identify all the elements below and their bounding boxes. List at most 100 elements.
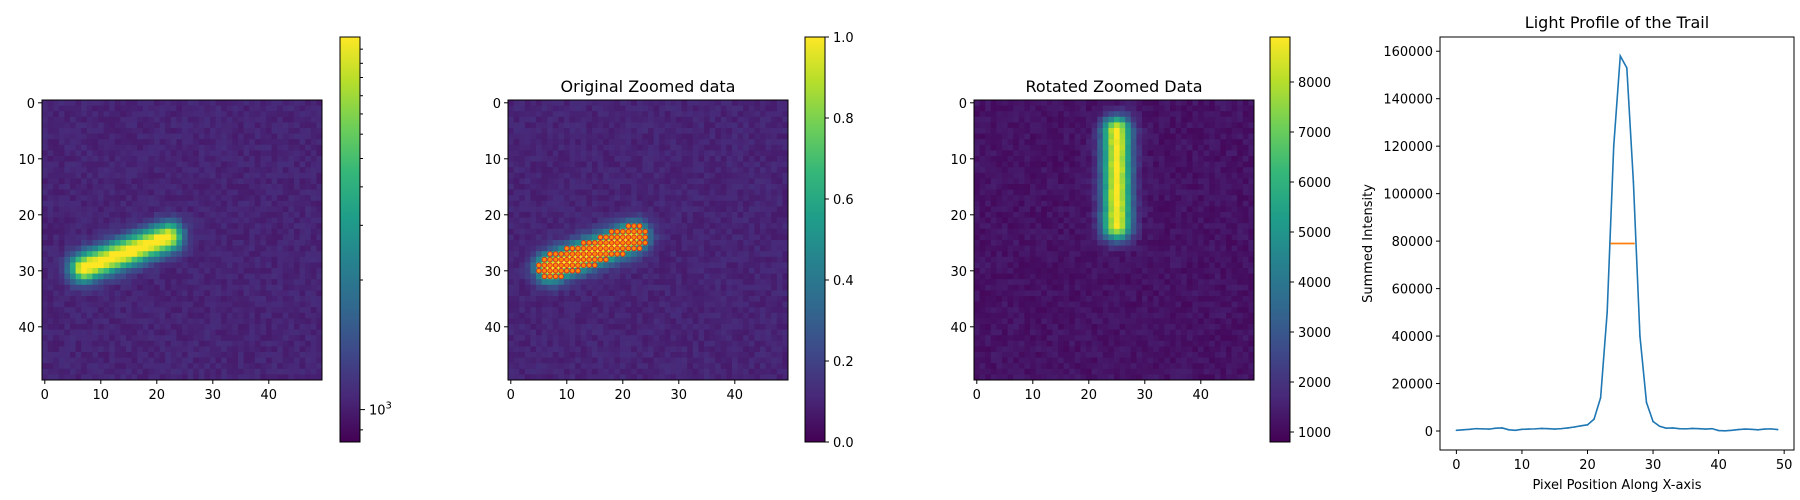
heatmap-cell <box>187 184 194 190</box>
heatmap-cell <box>541 144 548 151</box>
heatmap-cell <box>631 156 638 162</box>
heatmap-cell <box>659 296 666 302</box>
heatmap-cell <box>569 206 576 213</box>
heatmap-cell <box>625 172 632 179</box>
heatmap-cell <box>513 228 520 235</box>
heatmap-cell <box>530 318 537 325</box>
heatmap-cell <box>299 296 306 302</box>
heatmap-cell <box>148 307 155 314</box>
heatmap-cell <box>625 184 632 190</box>
heatmap-cell <box>266 217 272 224</box>
heatmap-cell <box>114 374 121 381</box>
heatmap-cell <box>653 307 660 314</box>
heatmap-cell <box>519 324 526 330</box>
heatmap-cell <box>198 184 205 190</box>
heatmap-cell <box>86 284 93 291</box>
heatmap-cell <box>765 116 772 123</box>
heatmap-cell <box>294 357 300 364</box>
heatmap-cell <box>676 223 682 230</box>
heatmap-cell <box>603 318 610 325</box>
heatmap-cell <box>148 245 155 252</box>
heatmap-cell <box>198 368 205 375</box>
heatmap-cell <box>148 111 155 118</box>
heatmap-cell <box>126 161 132 168</box>
heatmap-cell <box>243 116 250 123</box>
heatmap-cell <box>126 340 132 347</box>
heatmap-cell <box>86 111 93 118</box>
heatmap-cell <box>221 206 228 213</box>
heatmap-cell <box>170 133 177 140</box>
heatmap-cell <box>760 312 766 319</box>
heatmap-cell <box>114 144 121 151</box>
heatmap-cell <box>530 223 537 230</box>
heatmap-cell <box>165 374 172 381</box>
heatmap-cell <box>771 296 778 302</box>
heatmap-cell <box>631 290 638 297</box>
heatmap-cell <box>614 184 621 190</box>
heatmap-cell <box>114 307 121 314</box>
heatmap-cell <box>299 150 306 157</box>
heatmap-cell <box>592 128 598 134</box>
heatmap-cell <box>271 329 278 336</box>
heatmap-cell <box>215 273 222 280</box>
heatmap-cell <box>75 245 82 252</box>
heatmap-cell <box>653 329 660 336</box>
heatmap-cell <box>193 217 200 224</box>
heatmap-cell <box>58 189 65 196</box>
heatmap-cell <box>524 128 531 134</box>
heatmap-cell <box>92 234 99 241</box>
heatmap-cell <box>681 352 688 358</box>
heatmap-cell <box>743 307 750 314</box>
heatmap-cell <box>748 268 755 274</box>
heatmap-cell <box>282 172 289 179</box>
heatmap-cell <box>513 195 520 202</box>
heatmap-cell <box>176 144 183 151</box>
heatmap-cell <box>238 128 244 134</box>
heatmap-cell <box>170 251 177 258</box>
heatmap-cell <box>53 340 60 347</box>
heatmap-cell <box>126 268 132 274</box>
heatmap-cell <box>765 290 772 297</box>
heatmap-cell <box>676 240 682 246</box>
heatmap-cell <box>210 273 216 280</box>
heatmap-cell <box>260 312 267 319</box>
heatmap-cell <box>75 340 82 347</box>
heatmap-cell <box>586 357 593 364</box>
heatmap-cell <box>120 368 127 375</box>
heatmap-cell <box>547 223 554 230</box>
heatmap-cell <box>715 262 722 269</box>
heatmap-cell <box>782 122 789 129</box>
heatmap-cell <box>98 234 104 241</box>
heatmap-cell <box>131 312 138 319</box>
heatmap-cell <box>64 296 71 302</box>
heatmap-cell <box>98 245 104 252</box>
heatmap-cell <box>198 100 205 106</box>
heatmap-cell <box>720 312 727 319</box>
heatmap-cell <box>142 189 149 196</box>
heatmap-cell <box>159 256 166 263</box>
heatmap-cell <box>58 329 65 336</box>
heatmap-cell <box>294 100 300 106</box>
heatmap-cell <box>715 357 722 364</box>
heatmap-cell <box>47 122 54 129</box>
heatmap-cell <box>114 122 121 129</box>
heatmap-cell <box>226 340 233 347</box>
heatmap-cell <box>704 223 710 230</box>
heatmap-cell <box>648 139 654 146</box>
heatmap-cell <box>726 128 733 134</box>
heatmap-cell <box>204 172 211 179</box>
heatmap-cell <box>754 228 761 235</box>
heatmap-cell <box>659 279 666 286</box>
heatmap-cell <box>765 189 772 196</box>
heatmap-cell <box>75 178 82 185</box>
heatmap-cell <box>614 335 621 342</box>
heatmap-cell <box>597 368 604 375</box>
heatmap-cell <box>299 206 306 213</box>
heatmap-cell <box>541 284 548 291</box>
heatmap-cell <box>569 324 576 330</box>
heatmap-cell <box>47 279 54 286</box>
heatmap-cell <box>92 206 99 213</box>
heatmap-cell <box>614 161 621 168</box>
heatmap-cell <box>204 189 211 196</box>
heatmap-cell <box>98 368 104 375</box>
